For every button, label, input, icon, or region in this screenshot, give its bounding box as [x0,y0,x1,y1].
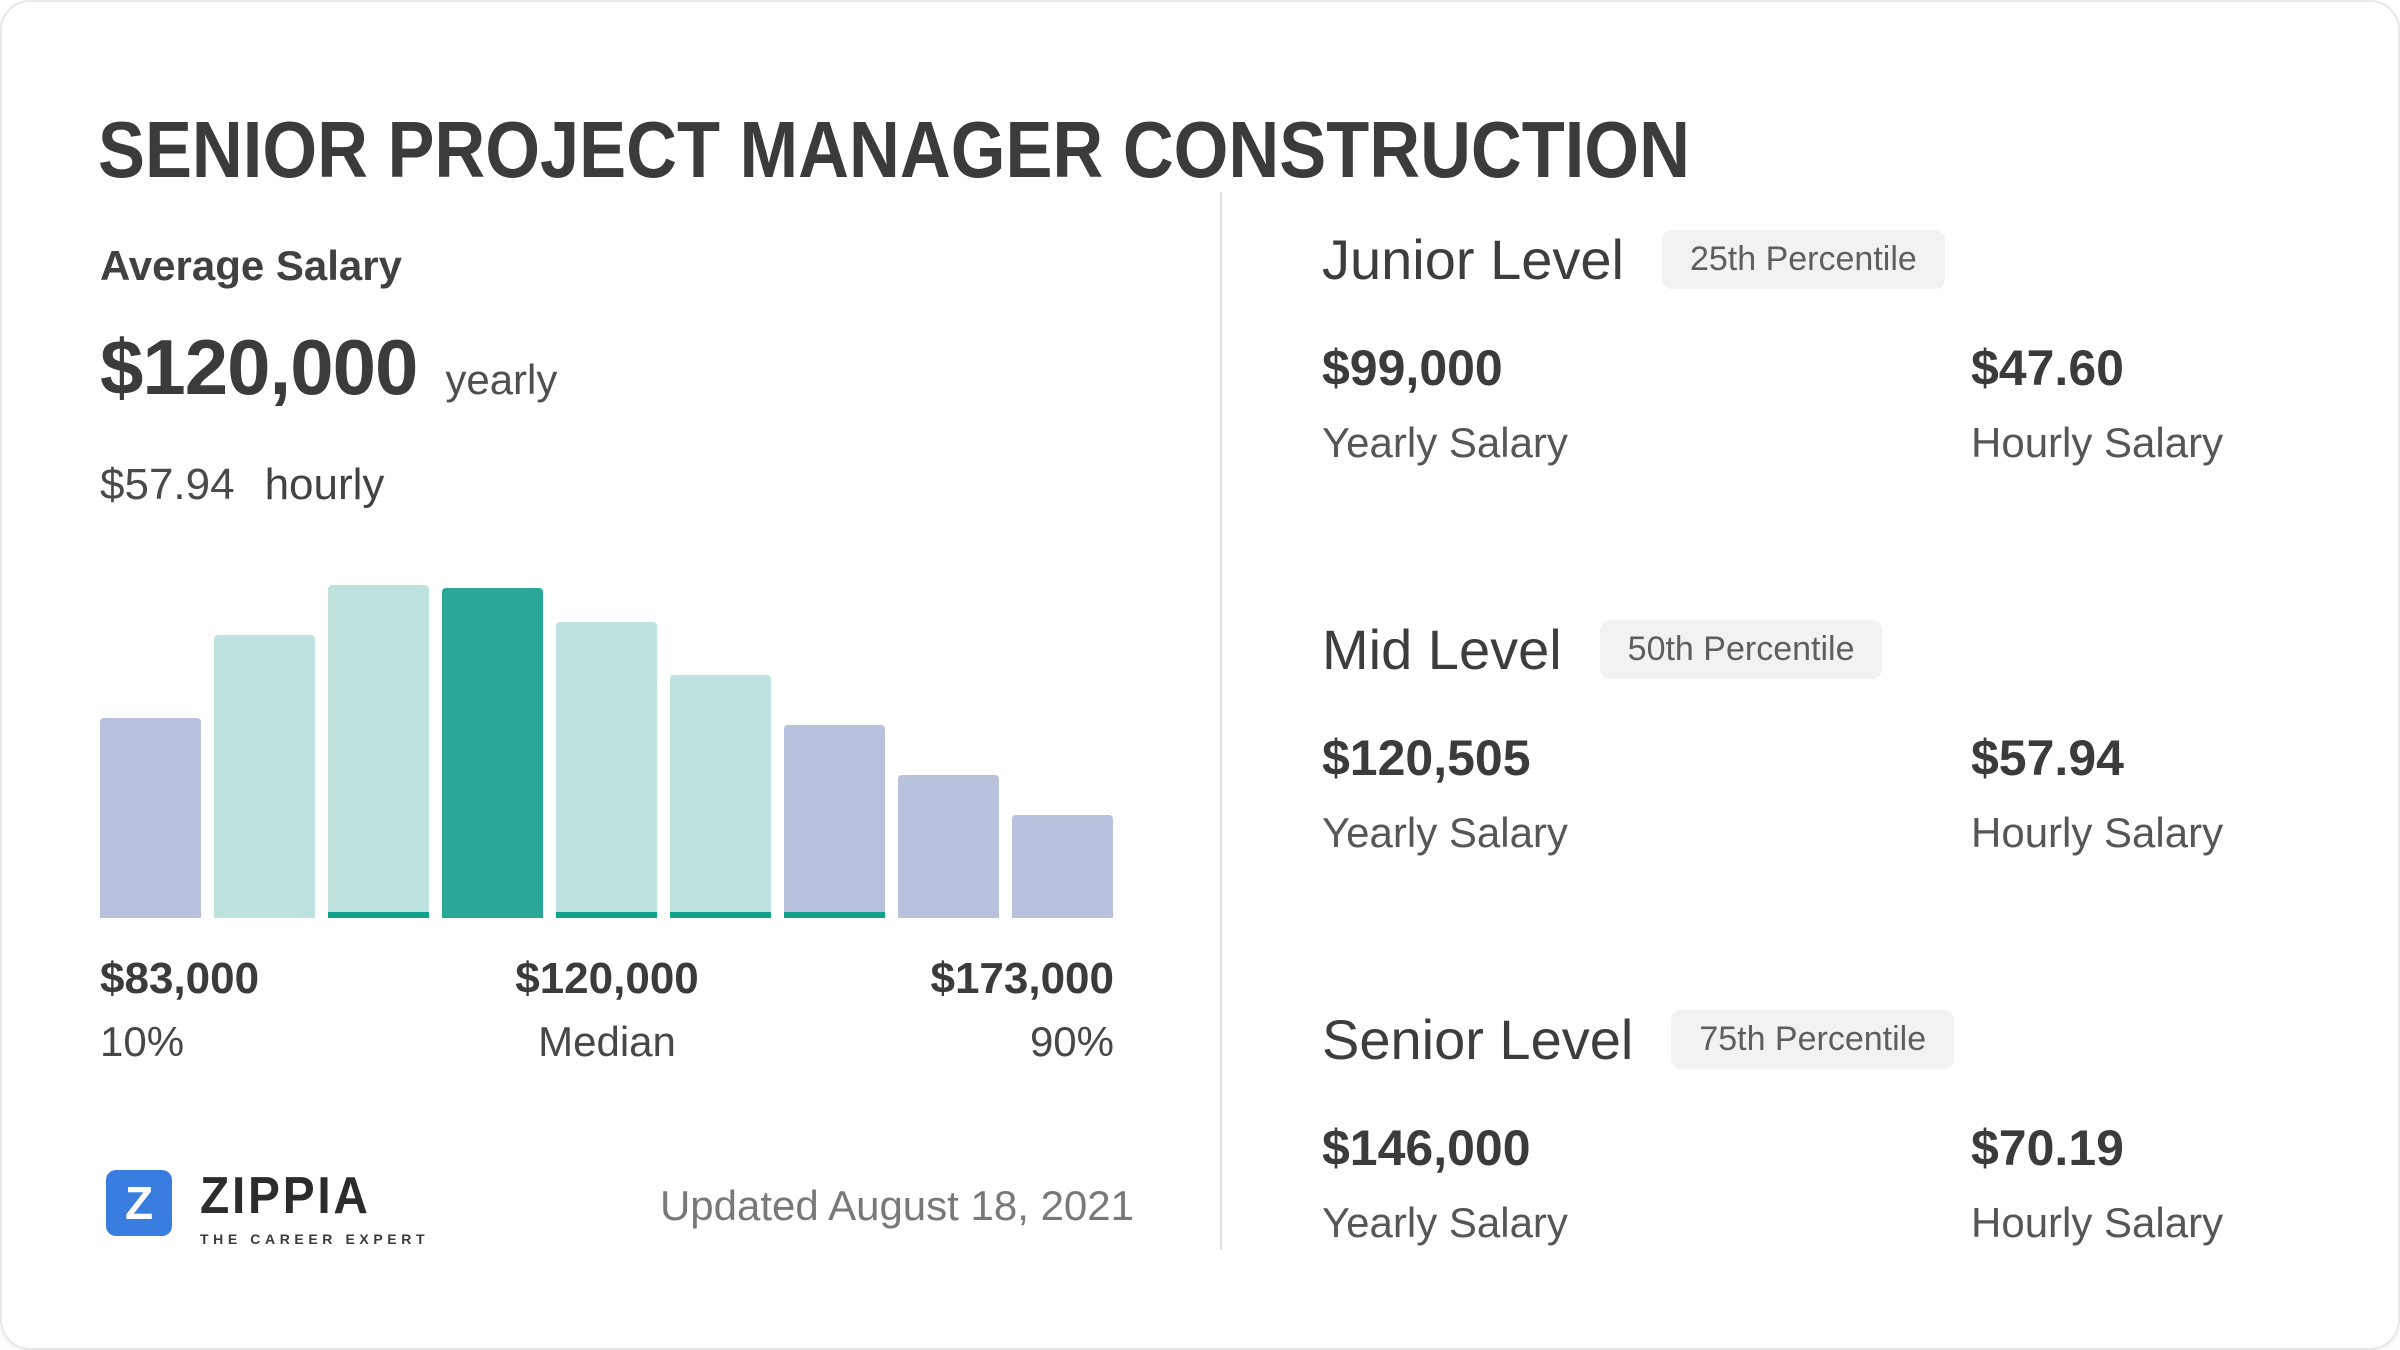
average-salary-heading: Average Salary [100,242,402,289]
hourly-salary-block: $70.19 Hourly Salary [1971,1119,2223,1247]
axis-marker-caption: 10% [100,1018,185,1065]
axis-marker-90th: $173,000 90% [930,954,1114,1066]
vertical-divider [1220,192,1222,1250]
average-hourly-unit: hourly [264,460,385,509]
page-title: SENIOR PROJECT MANAGER CONSTRUCTION [98,105,1690,194]
level-title: Senior Level [1322,1008,1634,1071]
yearly-salary-block: $146,000 Yearly Salary [1322,1119,1568,1247]
histogram-bar [442,588,543,918]
average-hourly-value: $57.94 [100,460,235,509]
yearly-salary-block: $99,000 Yearly Salary [1322,339,1568,467]
axis-marker-value: $83,000 [100,954,260,1003]
yearly-salary-block: $120,505 Yearly Salary [1322,729,1568,857]
zippia-logo-letter: Z [124,1177,154,1229]
histogram-bar [214,634,315,918]
hourly-salary-value: $47.60 [1971,340,2124,396]
average-yearly-unit: yearly [445,356,558,403]
histogram [100,585,1114,918]
axis-marker-median: $120,000 Median [100,954,1114,1066]
axis-marker-10th: $83,000 10% [100,954,259,1066]
axis-marker-caption: 90% [1029,1018,1114,1065]
hourly-salary-label: Hourly Salary [1971,1199,2224,1246]
histogram-bar [1012,814,1113,918]
average-hourly-row: $57.94 hourly [100,460,384,510]
zippia-logo-text: ZIPPIA THE CAREER EXPERT [200,1170,429,1247]
hourly-salary-value: $57.94 [1971,730,2124,786]
yearly-salary-value: $120,505 [1322,730,1531,786]
percentile-badge: 50th Percentile [1599,620,1883,679]
axis-marker-caption: Median [538,1018,676,1065]
axis-marker-value: $173,000 [930,954,1114,1003]
yearly-salary-value: $146,000 [1322,1120,1531,1176]
hourly-salary-block: $47.60 Hourly Salary [1971,339,2223,467]
histogram-bar [328,585,429,918]
histogram-bar [556,621,657,918]
histogram-bar [100,718,201,918]
level-title: Junior Level [1322,228,1624,291]
histogram-bar [670,674,771,918]
yearly-salary-label: Yearly Salary [1322,809,1568,856]
level-section-senior: Senior Level 75th Percentile $146,000 Ye… [1322,1007,2352,1287]
hourly-salary-label: Hourly Salary [1971,809,2224,856]
histogram-bar-strip [784,912,885,918]
zippia-logo-icon: Z [106,1170,172,1236]
percentile-badge: 25th Percentile [1661,230,1945,289]
brand-tagline: THE CAREER EXPERT [200,1231,430,1247]
yearly-salary-label: Yearly Salary [1322,1199,1568,1246]
yearly-salary-value: $99,000 [1322,340,1503,396]
hourly-salary-block: $57.94 Hourly Salary [1971,729,2223,857]
histogram-bar-strip [328,912,429,918]
level-header: Senior Level 75th Percentile [1322,1007,1955,1072]
level-header: Mid Level 50th Percentile [1322,617,1883,682]
yearly-salary-label: Yearly Salary [1322,419,1568,466]
level-title: Mid Level [1322,618,1562,681]
level-section-junior: Junior Level 25th Percentile $99,000 Yea… [1322,227,2352,507]
updated-date: Updated August 18, 2021 [659,1182,1134,1229]
hourly-salary-value: $70.19 [1971,1120,2124,1176]
level-header: Junior Level 25th Percentile [1322,227,1945,292]
average-yearly-value: $120,000 [100,323,418,411]
zippia-logo: Z ZIPPIA THE CAREER EXPERT [106,1170,429,1247]
level-section-mid: Mid Level 50th Percentile $120,505 Yearl… [1322,617,2352,897]
histogram-bar-strip [670,912,771,918]
hourly-salary-label: Hourly Salary [1971,419,2224,466]
brand-name: ZIPPIA [200,1167,371,1225]
axis-marker-value: $120,000 [515,954,699,1003]
histogram-bar [784,724,885,918]
average-yearly-row: $120,000 yearly [100,322,557,413]
histogram-bar-strip [556,912,657,918]
histogram-bar [898,774,999,918]
percentile-badge: 75th Percentile [1671,1010,1955,1069]
